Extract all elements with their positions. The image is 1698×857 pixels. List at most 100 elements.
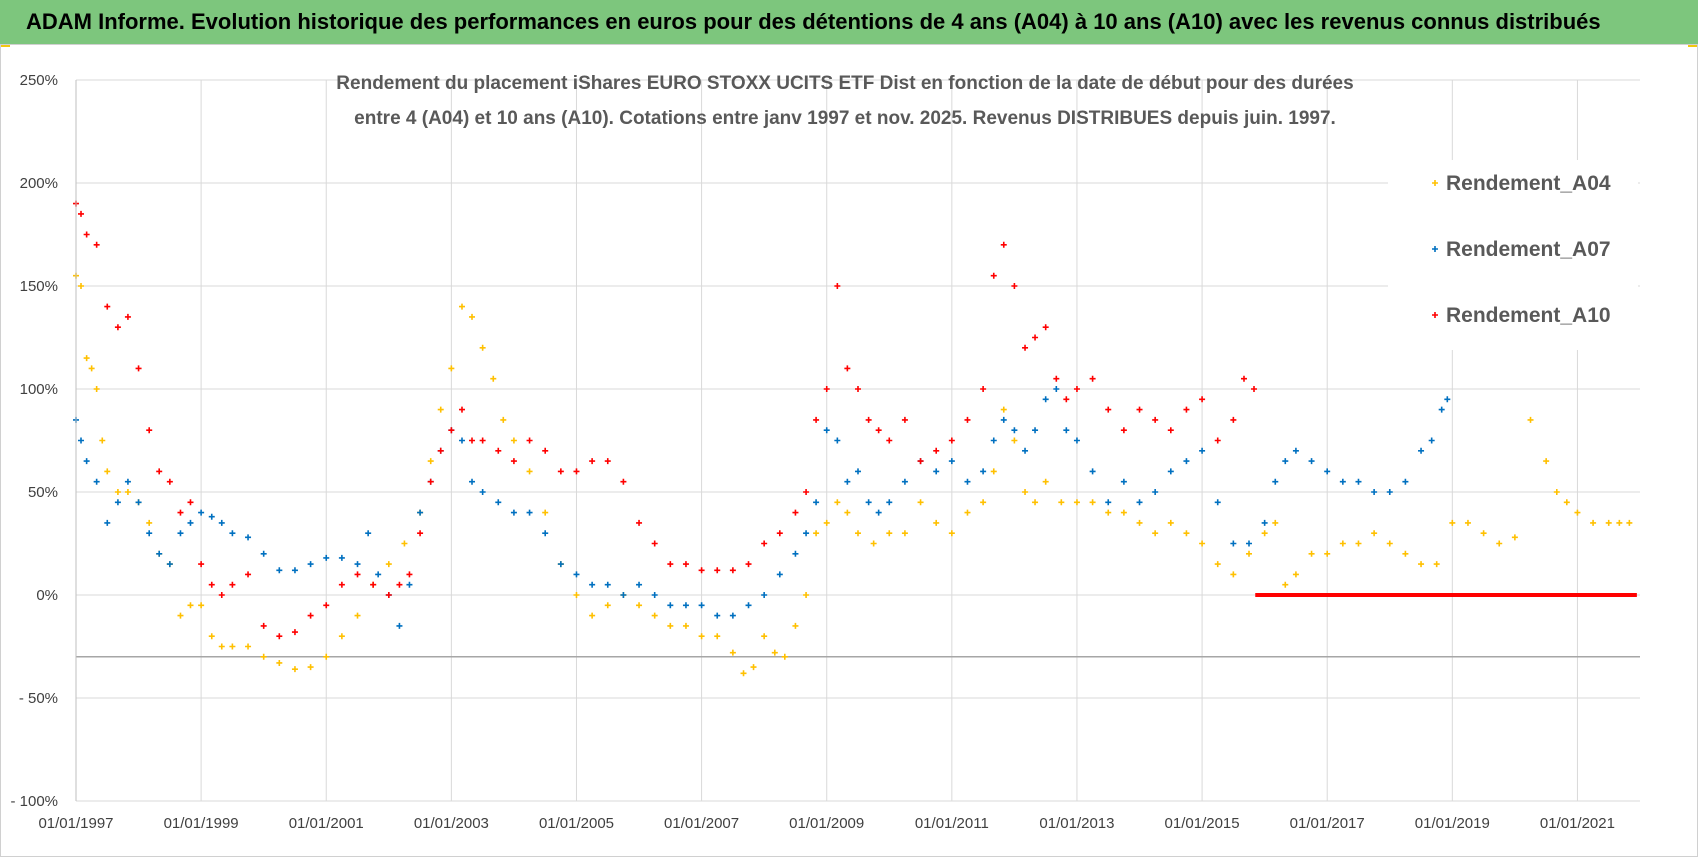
data-point [354,612,361,619]
chart-title-group: Rendement du placement iShares EURO STOX… [336,73,1353,129]
data-point [135,499,142,506]
x-tick-label: 01/01/2001 [289,815,364,832]
legend-label: Rendement_A10 [1446,304,1611,327]
data-point [990,272,997,279]
data-point [1272,519,1279,526]
data-point [886,530,893,537]
series-rendement-a10 [73,200,1637,640]
data-point [510,458,517,465]
data-point [93,386,100,392]
data-point [933,468,940,475]
data-point [1438,406,1445,413]
data-point [177,530,184,537]
data-point [1230,571,1237,578]
data-point [771,649,778,656]
data-point [750,664,757,671]
data-point [1246,550,1252,557]
data-point [135,365,142,372]
data-point [1022,344,1029,351]
data-point [792,509,799,516]
data-point [218,643,225,650]
data-point [834,283,841,289]
data-point [1386,489,1393,495]
legend-marker [1432,312,1438,318]
data-point [187,519,194,526]
data-point [1089,375,1096,382]
data-point [823,386,830,392]
data-point [813,416,820,423]
data-point [156,468,163,475]
legend-marker [1432,246,1438,252]
data-point [1339,540,1346,547]
data-point [729,612,736,619]
data-point [104,519,111,526]
data-point [698,567,705,574]
data-point [933,519,940,526]
data-point [417,509,424,516]
data-point [1136,499,1143,506]
y-tick-label: 0% [36,587,58,604]
y-tick-label: 50% [28,484,58,501]
data-point [396,581,403,588]
data-point [886,437,893,444]
data-point [427,478,434,485]
data-point [1292,571,1299,578]
data-point [385,592,392,598]
data-point [844,478,851,485]
data-point [276,567,283,574]
data-point [218,519,225,526]
data-point [714,567,721,574]
data-point [855,386,861,392]
data-point [1433,561,1440,568]
data-point [99,437,106,444]
data-point [1120,478,1127,485]
x-tick-label: 01/01/2005 [539,815,614,832]
data-point [636,602,643,609]
data-point [1402,550,1409,557]
legend-background [1388,160,1638,350]
data-point [682,602,689,609]
data-point [620,478,627,485]
data-point [1073,499,1080,506]
data-point [948,458,955,465]
x-tick-label: 01/01/2017 [1290,815,1365,832]
data-point [375,571,382,578]
data-point [276,633,283,640]
data-point [114,499,121,506]
data-point [1449,519,1456,526]
data-point [948,437,955,444]
data-point [1183,458,1190,465]
data-point [291,666,298,673]
data-point [338,633,345,640]
data-point [146,530,153,537]
x-tick-label: 01/01/2013 [1039,815,1114,832]
data-point [448,427,455,434]
data-point [526,509,533,516]
data-point [177,509,184,516]
data-point [166,561,173,568]
data-point [875,427,882,434]
data-point [557,468,564,475]
data-marks [73,200,1637,677]
data-point [1063,427,1070,434]
data-point [469,437,476,444]
data-point [338,554,345,561]
data-point [1000,241,1007,248]
data-point [146,519,153,526]
chart-title-line-1: Rendement du placement iShares EURO STOX… [336,73,1353,94]
data-point [964,509,971,516]
data-point [803,592,810,598]
data-point [1308,458,1315,465]
data-point [83,355,90,362]
data-point [1073,437,1080,444]
data-point [1605,519,1612,526]
data-point [437,406,444,413]
data-point [370,581,377,588]
data-point [714,633,721,640]
data-point [761,540,768,547]
x-tick-label: 01/01/2007 [664,815,739,832]
corner-mark [0,44,10,47]
data-point [990,437,997,444]
data-point [964,416,971,423]
legend: Rendement_A04 Rendement_A07 Rendement_A10 [1388,160,1638,350]
